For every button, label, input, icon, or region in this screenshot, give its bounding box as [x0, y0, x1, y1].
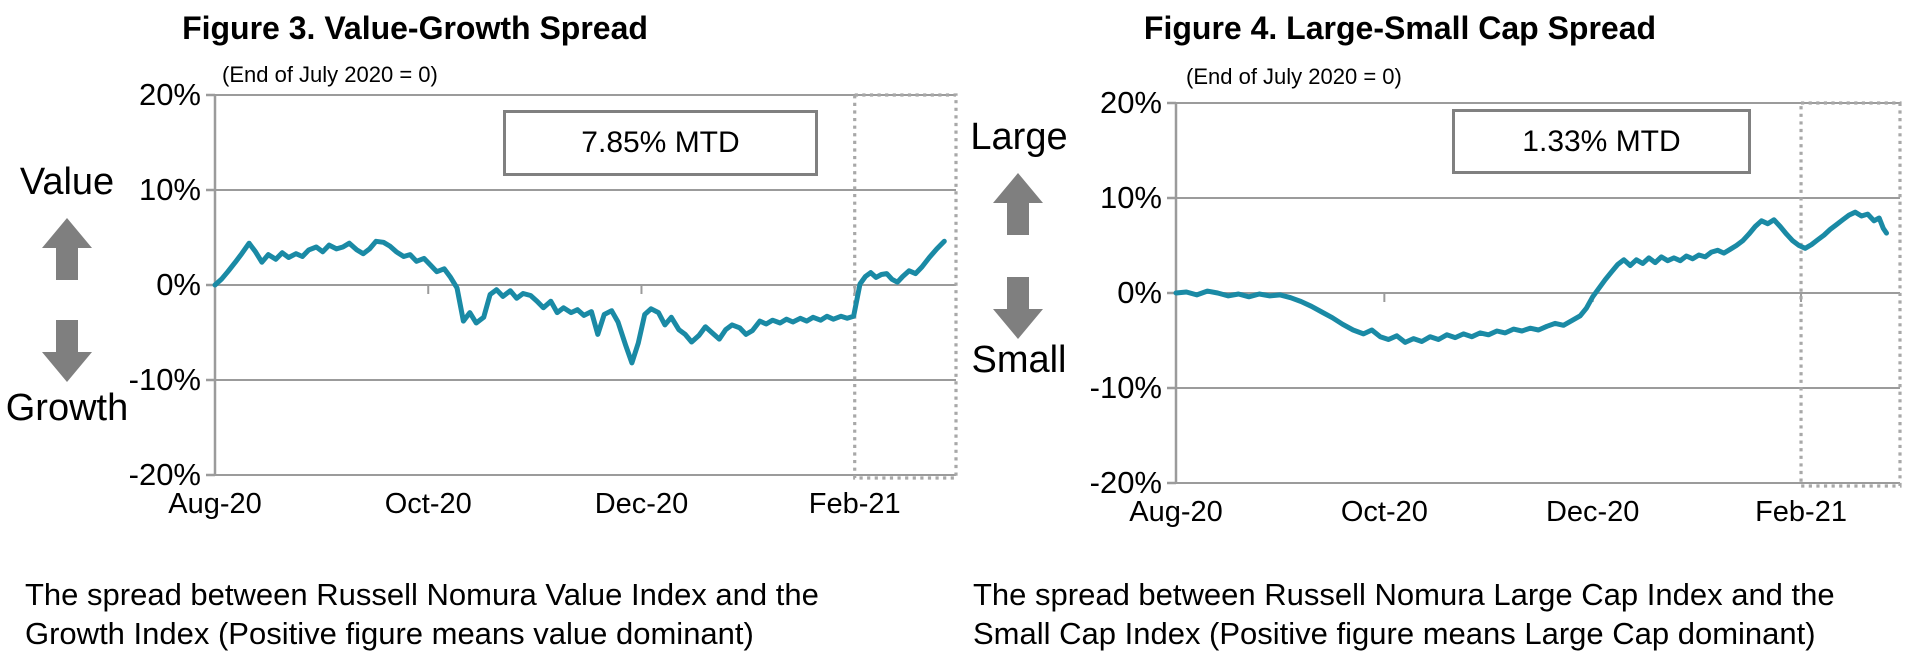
- figure-4-mtd-text: 1.33% MTD: [1522, 124, 1681, 158]
- y-tick-label: 10%: [138, 172, 201, 207]
- up-arrow-icon: [42, 218, 92, 280]
- y-tick-label: 10%: [1099, 180, 1162, 215]
- y-tick-label: 20%: [138, 77, 201, 112]
- spread-line-series: [212, 238, 947, 366]
- y-tick-label: 0%: [156, 267, 201, 302]
- figure-4-caption: The spread between Russell Nomura Large …: [973, 575, 1835, 653]
- figure-3-mtd-text: 7.85% MTD: [581, 126, 740, 159]
- y-tick-label: -20%: [1089, 465, 1162, 500]
- figure-4-axis-meaning-top: Large: [970, 116, 1068, 158]
- highlight-region-box: [853, 93, 958, 480]
- figure-3-axis-meaning-top: Value: [19, 161, 115, 203]
- figure-3-mtd-annotation: 7.85% MTD: [503, 110, 818, 176]
- figure-4-baseline-note: (End of July 2020 = 0): [1186, 64, 1402, 89]
- spread-line-series: [1173, 209, 1889, 345]
- figure-3-title: Figure 3. Value-Growth Spread: [182, 10, 648, 46]
- figure-3-caption: The spread between Russell Nomura Value …: [25, 575, 819, 653]
- figure-3-caption-line2: Growth Index (Positive figure means valu…: [25, 616, 754, 651]
- x-tick-label: Feb-21: [808, 488, 901, 520]
- y-tick-label: 0%: [1117, 275, 1162, 310]
- figure-4-plot-area: [1167, 101, 1902, 488]
- x-tick-label: Feb-21: [1755, 496, 1847, 528]
- y-tick-label: 20%: [1099, 85, 1162, 120]
- figure-4-caption-line2: Small Cap Index (Positive figure means L…: [973, 616, 1816, 651]
- figure-3-axis-meaning-bottom: Growth: [5, 387, 129, 429]
- x-tick-label: Dec-20: [1545, 496, 1640, 528]
- x-tick-label: Aug-20: [1129, 496, 1223, 528]
- plot-svg: [206, 93, 958, 480]
- figure-3-plot-area: [206, 93, 958, 480]
- y-tick-label: -10%: [1089, 370, 1162, 405]
- x-tick-label: Dec-20: [594, 488, 689, 520]
- figure-4-title: Figure 4. Large-Small Cap Spread: [1143, 10, 1657, 46]
- y-tick-label: -10%: [128, 362, 201, 397]
- x-tick-label: Oct-20: [384, 488, 472, 520]
- y-tick-label: -20%: [128, 457, 201, 492]
- highlight-region-box: [1799, 101, 1902, 488]
- figure-3-baseline-note: (End of July 2020 = 0): [222, 62, 438, 87]
- figure-4-axis-meaning-bottom: Small: [971, 339, 1067, 381]
- down-arrow-icon: [42, 320, 92, 382]
- x-tick-label: Aug-20: [168, 488, 262, 520]
- figure-3-caption-line1: The spread between Russell Nomura Value …: [25, 577, 819, 612]
- plot-svg: [1167, 101, 1902, 488]
- figure-4-caption-line1: The spread between Russell Nomura Large …: [973, 577, 1835, 612]
- figure-4-mtd-annotation: 1.33% MTD: [1452, 109, 1751, 174]
- down-arrow-icon: [993, 277, 1043, 339]
- x-tick-label: Oct-20: [1340, 496, 1428, 528]
- up-arrow-icon: [993, 173, 1043, 235]
